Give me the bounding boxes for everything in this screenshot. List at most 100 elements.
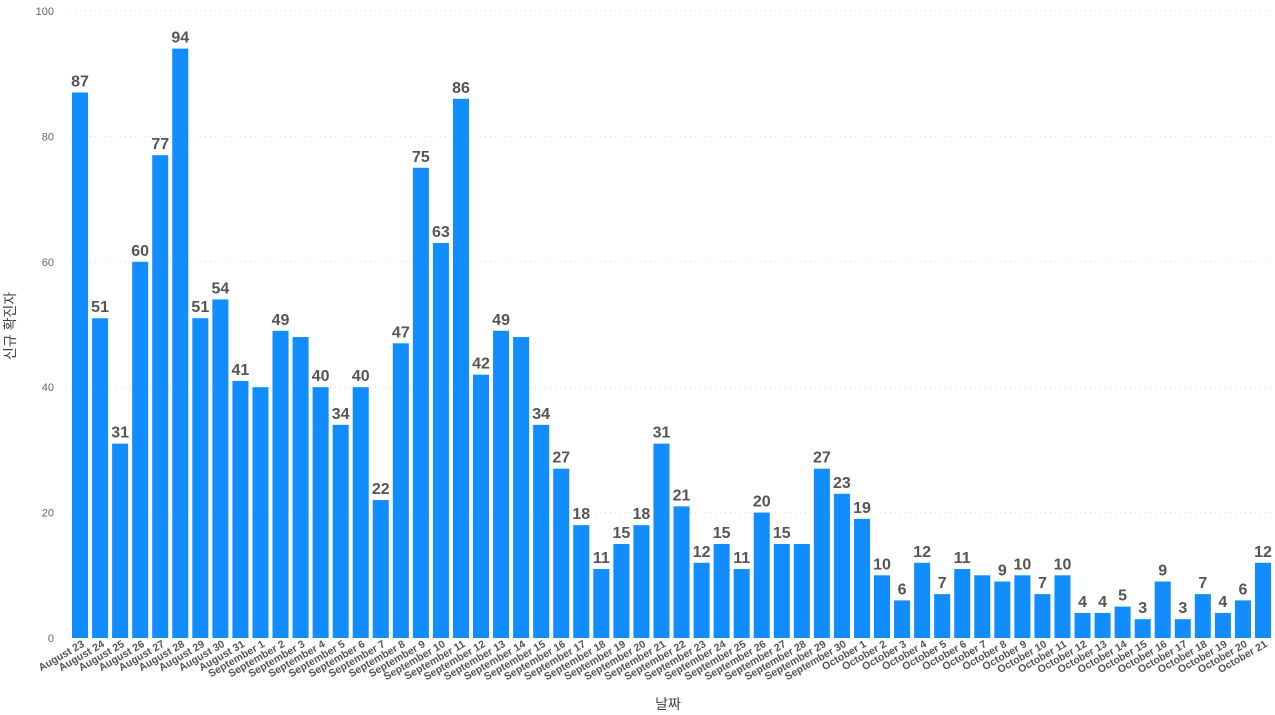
bar [1094,612,1111,638]
bar [272,330,289,638]
data-label: 77 [151,136,169,153]
data-label: 49 [492,312,510,329]
data-label: 4 [1218,594,1227,611]
data-label: 54 [211,280,229,297]
data-label: 40 [352,368,370,385]
bars [72,48,1271,639]
data-label: 75 [412,149,430,166]
bar [733,569,750,638]
data-label: 49 [272,312,290,329]
bar [292,337,309,638]
bar [593,569,610,638]
bar [713,543,730,638]
data-label: 5 [1118,588,1127,605]
data-label: 15 [773,525,791,542]
gridlines [70,10,1273,514]
bar [513,337,530,638]
data-label: 86 [452,80,470,97]
data-label: 7 [1198,575,1207,592]
y-tick-label: 100 [36,6,54,18]
bar [1134,619,1151,638]
data-label: 20 [753,494,771,511]
data-label: 41 [232,362,250,379]
data-label: 9 [1158,563,1167,580]
data-label: 15 [612,525,630,542]
data-label: 4 [1078,594,1087,611]
data-label: 63 [432,224,450,241]
bar [914,562,931,638]
data-label: 12 [913,544,931,561]
data-label: 9 [998,563,1007,580]
data-label: 15 [713,525,731,542]
data-label: 21 [673,487,691,504]
bar [252,387,269,638]
bar [753,512,770,638]
bar [773,543,790,638]
data-label: 12 [1254,544,1272,561]
data-label: 94 [171,30,189,47]
data-label: 34 [532,406,550,423]
bar [1014,575,1031,638]
data-labels: 8751316077945154414940344022477563864249… [71,30,1272,618]
data-label: 11 [733,550,750,567]
data-label: 4 [1098,594,1107,611]
bar [613,543,630,638]
bar [994,581,1011,638]
data-label: 87 [71,74,89,91]
bar [332,424,349,638]
bar [473,374,490,638]
y-tick-label: 0 [48,633,54,645]
bar [493,330,510,638]
bar [112,443,129,638]
bar [833,493,850,638]
bar [1234,600,1251,638]
x-axis-title: 날짜 [655,696,681,712]
bar [232,380,249,638]
data-label: 10 [1013,556,1031,573]
data-label: 7 [938,575,947,592]
bar [412,167,429,638]
bar [452,98,469,638]
data-label: 51 [191,299,209,316]
bar [72,92,89,638]
bar [693,562,710,638]
y-tick-label: 80 [42,131,54,143]
bar [793,543,810,638]
data-label: 10 [1054,556,1072,573]
bar [1054,575,1071,638]
bar [553,468,570,638]
data-label: 23 [833,475,851,492]
bar [1194,594,1211,638]
bar [853,518,870,638]
data-label: 42 [472,356,490,373]
data-label: 11 [954,550,971,567]
data-label: 7 [1038,575,1047,592]
bar [392,343,409,638]
bar [533,424,550,638]
bar [132,261,149,638]
data-label: 18 [572,506,590,523]
y-tick-label: 60 [42,257,54,269]
data-label: 40 [312,368,330,385]
bar [92,318,109,638]
data-label: 10 [873,556,891,573]
data-label: 19 [853,500,871,517]
bar [352,387,369,638]
bar [172,48,189,639]
bar [934,594,951,638]
data-label: 34 [332,406,350,423]
bar [1114,606,1131,638]
bar [1034,594,1051,638]
bar [954,569,971,638]
bar [192,318,209,638]
data-label: 3 [1138,600,1147,617]
bar [152,155,169,638]
bar [573,525,590,638]
bar [1154,581,1171,638]
bar [633,525,650,638]
data-label: 22 [372,481,390,498]
bar [212,299,229,638]
bar [1214,612,1231,638]
